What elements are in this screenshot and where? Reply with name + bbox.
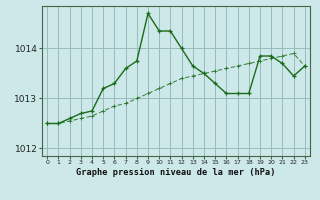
X-axis label: Graphe pression niveau de la mer (hPa): Graphe pression niveau de la mer (hPa) [76, 168, 276, 177]
